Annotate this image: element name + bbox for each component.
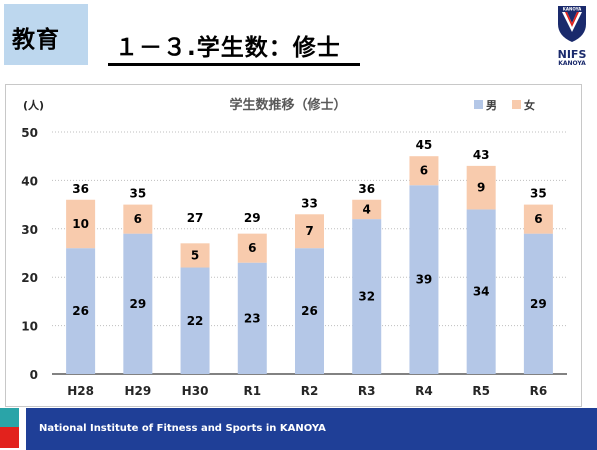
footer-text: National Institute of Fitness and Sports… (39, 423, 326, 434)
bar-male (523, 233, 553, 374)
stacked-bar-chart: 学生数推移（修士） (人) 0 10 20 30 40 50 男 女 26 10 36 H28 29 6 35 H… (21, 97, 567, 398)
bar-male (66, 248, 96, 374)
data-label-total: 35 (530, 187, 547, 201)
data-label-total: 29 (244, 211, 261, 225)
data-label-total: 35 (129, 187, 146, 201)
data-label-male: 23 (244, 311, 261, 325)
legend-swatch-male (474, 100, 483, 109)
data-label-male: 29 (129, 297, 146, 311)
data-label-male: 32 (358, 290, 375, 304)
data-label-male: 29 (530, 297, 547, 311)
y-tick-label: 50 (21, 126, 38, 140)
data-label-total: 36 (358, 182, 375, 196)
x-tick-label: R2 (301, 384, 319, 398)
data-label-total: 36 (72, 182, 89, 196)
y-tick-label: 30 (21, 223, 38, 237)
chart-title: 学生数推移（修士） (229, 97, 346, 113)
bar-female (466, 165, 496, 210)
bar-female (295, 214, 324, 249)
x-tick-label: H30 (182, 384, 209, 398)
data-label-total: 45 (416, 138, 433, 152)
bar-male (180, 267, 210, 374)
legend-swatch-female (512, 100, 521, 109)
footer-teal-square (0, 408, 19, 427)
data-label-total: 27 (187, 211, 204, 225)
title-underline (108, 63, 360, 66)
bar-female (237, 233, 267, 263)
x-tick-label: H28 (67, 384, 94, 398)
data-label-female: 5 (191, 248, 199, 262)
x-tick-label: R6 (530, 384, 548, 398)
legend-label-male: 男 (486, 99, 497, 112)
section-tag: 教育 (4, 4, 88, 65)
logo-badge-text: KANOYA (563, 7, 582, 12)
bar-male (295, 248, 324, 374)
bar-male (352, 219, 382, 374)
bar-female (180, 243, 210, 268)
logo-line2: KANOYA (558, 60, 586, 67)
x-tick-label: H29 (124, 384, 151, 398)
bar-male (466, 209, 496, 374)
section-tag-label: 教育 (12, 27, 60, 53)
legend-label-female: 女 (524, 98, 535, 112)
data-label-female: 6 (248, 241, 256, 255)
data-label-male: 26 (72, 304, 89, 318)
y-axis-label: (人) (23, 98, 44, 112)
y-tick-label: 0 (30, 368, 38, 382)
footer-red-square (0, 427, 19, 448)
data-label-male: 22 (187, 314, 204, 328)
data-label-female: 6 (534, 212, 542, 226)
data-label-female: 10 (72, 217, 89, 231)
data-label-male: 34 (473, 285, 490, 299)
data-label-female: 9 (477, 181, 485, 195)
bar-female (352, 199, 382, 220)
bar-female (66, 199, 96, 249)
nifs-logo: KANOYA NIFS KANOYA (552, 4, 592, 67)
chart-panel: 学生数推移（修士） (人) 0 10 20 30 40 50 男 女 26 10 36 H28 29 6 35 H… (5, 84, 582, 407)
bar-male (123, 233, 153, 374)
logo-line1: NIFS (557, 48, 587, 61)
footer-bar: National Institute of Fitness and Sports… (26, 408, 597, 450)
y-tick-label: 40 (21, 174, 38, 188)
bar-male (409, 185, 439, 374)
shield-emblem-icon: KANOYA (558, 6, 586, 42)
bar-female (409, 156, 439, 186)
bar-female (123, 204, 153, 234)
slide-title: １－３.学生数：修士 (115, 35, 341, 61)
data-label-female: 6 (134, 212, 142, 226)
data-label-male: 39 (416, 273, 433, 287)
data-label-total: 43 (473, 148, 490, 162)
y-tick-label: 10 (21, 320, 38, 334)
x-tick-label: R5 (472, 384, 490, 398)
data-label-female: 7 (305, 224, 313, 238)
x-tick-label: R3 (358, 384, 376, 398)
bar-female (523, 204, 553, 234)
footer-gap (19, 408, 26, 427)
x-tick-label: R1 (243, 384, 261, 398)
data-label-male: 26 (301, 304, 318, 318)
y-tick-label: 20 (21, 271, 38, 285)
data-label-total: 33 (301, 196, 318, 210)
bar-male (237, 262, 267, 374)
x-tick-label: R4 (415, 384, 433, 398)
data-label-female: 4 (363, 202, 371, 216)
data-label-female: 6 (420, 164, 428, 178)
